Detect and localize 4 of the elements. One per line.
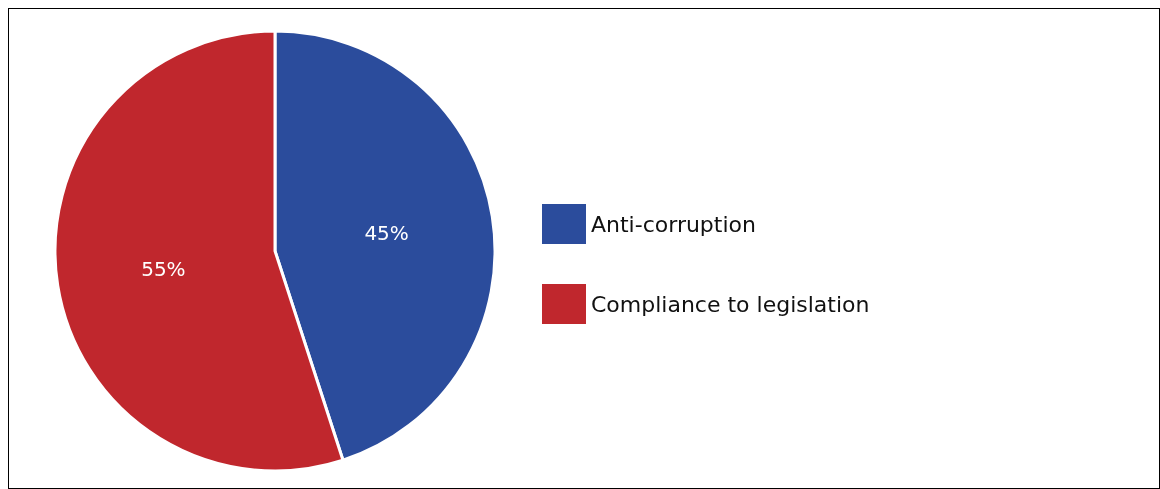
legend-label: Anti-corruption	[591, 211, 756, 237]
legend-label: Compliance to legislation	[591, 291, 870, 317]
data-label: 45%	[364, 221, 409, 246]
data-label: 55%	[141, 256, 186, 281]
